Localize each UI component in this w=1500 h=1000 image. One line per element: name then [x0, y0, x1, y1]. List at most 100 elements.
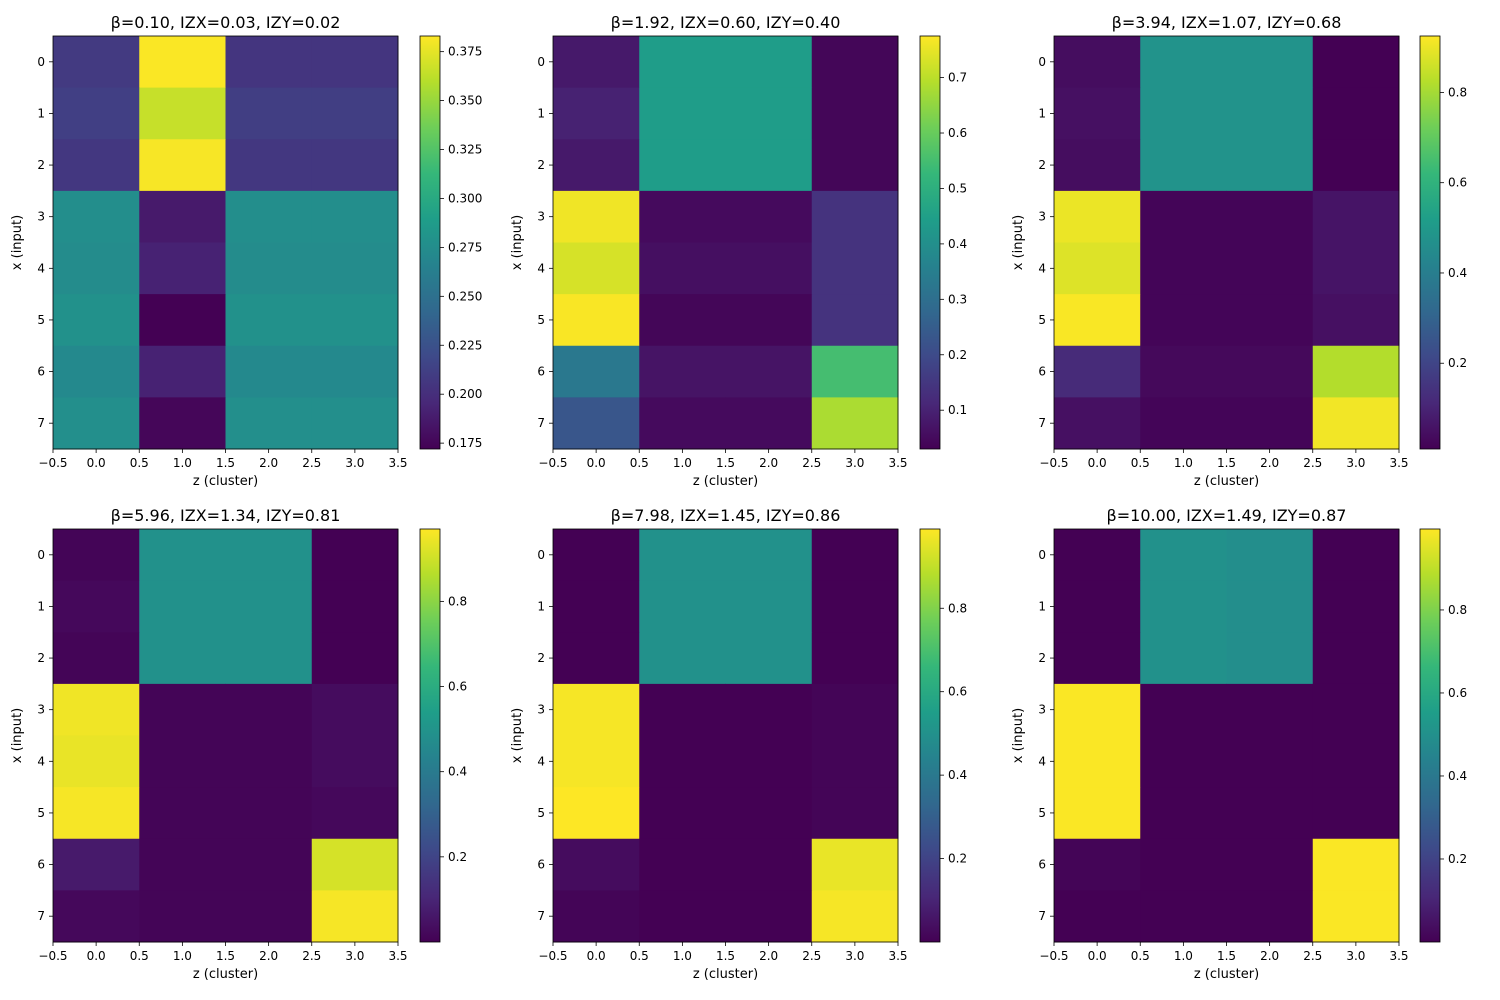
x-tick-label: 3.5 — [888, 456, 907, 470]
heatmap-cell — [811, 345, 899, 398]
heatmap-cell — [725, 890, 813, 943]
y-tick-label: 4 — [37, 261, 45, 275]
heatmap-cell — [139, 345, 226, 398]
colorbar-tick-label: 0.4 — [948, 768, 967, 782]
y-tick-label: 1 — [37, 599, 45, 613]
heatmap-cell — [225, 735, 313, 788]
x-tick-label: 0.5 — [630, 456, 649, 470]
y-tick-label: 0 — [37, 548, 45, 562]
heatmap-panel-6: β=10.00, IZX=1.49, IZY=0.87 −0.5 0.0 0.5 1.0… — [1011, 506, 1467, 982]
heatmap-cell — [1140, 632, 1227, 685]
x-tick-label: 3.0 — [1346, 949, 1365, 963]
heatmap-cell — [811, 735, 899, 788]
x-tick-label: 0.5 — [130, 456, 149, 470]
y-tick-label: 7 — [1038, 416, 1046, 430]
heatmap-cell — [1140, 139, 1227, 192]
y-tick-label: 5 — [1038, 806, 1046, 820]
y-tick-label: 2 — [537, 158, 545, 172]
heatmap-cell — [311, 190, 399, 244]
heatmap-cell — [811, 294, 899, 347]
y-tick-label: 5 — [537, 806, 545, 820]
colorbar-tick-label: 0.300 — [448, 191, 482, 205]
heatmap-cell — [1140, 242, 1227, 295]
heatmap-cell — [1312, 838, 1400, 891]
colorbar-tick-label: 0.250 — [448, 289, 482, 303]
heatmap-cell — [53, 683, 140, 737]
y-axis-label: x (input) — [510, 708, 525, 763]
heatmap-cell — [811, 580, 899, 633]
y-tick-label: 7 — [537, 416, 545, 430]
heatmap-cell — [1054, 838, 1141, 891]
heatmap-cell — [311, 294, 399, 347]
heatmap-cell — [553, 87, 640, 140]
x-tick-label: 2.5 — [1303, 949, 1322, 963]
x-tick-label: 2.0 — [1260, 949, 1279, 963]
x-tick-label: 3.5 — [388, 949, 407, 963]
y-tick-label: 7 — [537, 909, 545, 923]
colorbar-tick-label: 0.6 — [1448, 686, 1467, 700]
heatmap-cell — [1226, 580, 1314, 633]
heatmap-cell — [53, 838, 140, 891]
heatmap-cell — [725, 735, 813, 788]
heatmap-cell — [1226, 294, 1314, 347]
heatmap-cell — [1140, 890, 1227, 943]
panel-title: β=5.96, IZX=1.34, IZY=0.81 — [111, 506, 341, 525]
heatmap-cell — [53, 529, 140, 582]
heatmap-cell — [225, 683, 313, 737]
heatmap-cell — [1054, 632, 1141, 685]
colorbar-tick-label: 0.375 — [448, 45, 482, 59]
x-tick-label: −0.5 — [1039, 456, 1068, 470]
x-tick-label: 1.0 — [1174, 949, 1193, 963]
y-tick-label: 6 — [1038, 365, 1046, 379]
heatmap-cell — [225, 632, 313, 685]
x-tick-label: 1.5 — [716, 456, 735, 470]
heatmap-cell — [1312, 190, 1400, 244]
heatmap-cell — [1312, 580, 1400, 633]
heatmap-cell — [53, 36, 140, 89]
heatmap-cell — [139, 890, 226, 943]
heatmap-cell — [553, 890, 640, 943]
heatmap-cell — [639, 242, 726, 295]
heatmap-cell — [553, 397, 640, 450]
heatmap-cell — [553, 294, 640, 347]
heatmap-cell — [811, 87, 899, 140]
colorbar-tick-label: 0.225 — [448, 338, 482, 352]
heatmap-cell — [53, 632, 140, 685]
heatmap-cell — [53, 190, 140, 244]
y-tick-label: 6 — [1038, 858, 1046, 872]
x-tick-label: 1.0 — [673, 949, 692, 963]
heatmap-cell — [225, 294, 313, 347]
heatmap-cell — [553, 190, 640, 244]
heatmap-cell — [639, 139, 726, 192]
panel-title: β=3.94, IZX=1.07, IZY=0.68 — [1112, 13, 1342, 32]
heatmap-cell — [1226, 242, 1314, 295]
x-tick-label: 0.5 — [130, 949, 149, 963]
heatmap-cell — [311, 345, 399, 398]
colorbar — [919, 528, 941, 943]
x-tick-label: 1.0 — [1174, 456, 1193, 470]
colorbar-tick-label: 0.2 — [948, 852, 967, 866]
heatmap-panel-4: β=5.96, IZX=1.34, IZY=0.81 −0.5 0.0 0.5 1.0 1… — [10, 506, 467, 982]
heatmap-cell — [639, 890, 726, 943]
heatmap-cell — [553, 838, 640, 891]
heatmap-cell — [553, 735, 640, 788]
heatmap-cell — [553, 683, 640, 737]
colorbar — [1419, 528, 1441, 943]
heatmap-cell — [725, 139, 813, 192]
heatmap-cell — [1226, 735, 1314, 788]
heatmap-cell — [1054, 294, 1141, 347]
y-tick-label: 4 — [537, 261, 545, 275]
y-axis-label: x (input) — [10, 215, 25, 270]
heatmap-cell — [639, 580, 726, 633]
heatmap-cell — [725, 242, 813, 295]
heatmap-cell — [639, 838, 726, 891]
heatmap-cell — [53, 87, 140, 140]
heatmap-cell — [725, 787, 813, 840]
heatmap-cell — [1226, 890, 1314, 943]
heatmap-cell — [225, 87, 313, 140]
x-tick-label: 3.0 — [1346, 456, 1365, 470]
colorbar-tick-label: 0.1 — [948, 403, 967, 417]
heatmap-cell — [311, 787, 399, 840]
heatmap-cell — [225, 787, 313, 840]
heatmap-cell — [225, 838, 313, 891]
